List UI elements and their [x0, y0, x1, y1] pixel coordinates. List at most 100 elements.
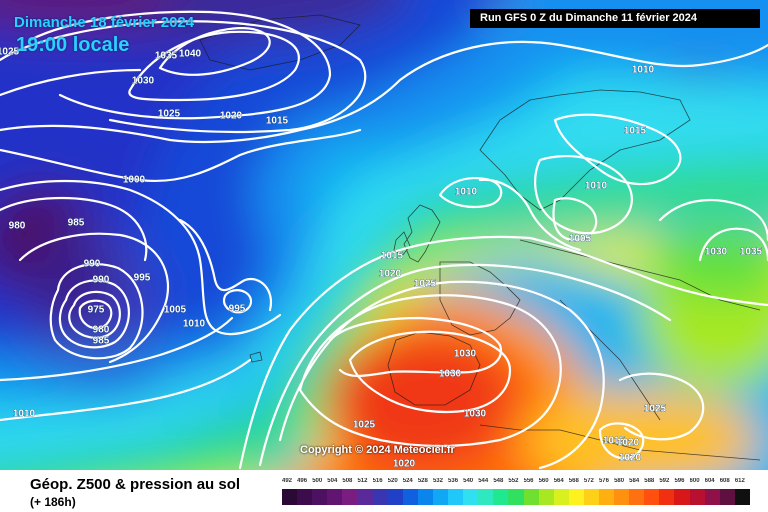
color-scale-swatch	[614, 489, 630, 505]
isobar-label: 1010	[455, 187, 478, 198]
color-scale-swatch	[448, 489, 464, 505]
color-scale-label: 544	[478, 478, 489, 484]
color-scale-label: 532	[432, 478, 443, 484]
forecast-map: 1025103510401030102510201015100098598099…	[0, 0, 768, 470]
color-scale-swatch	[734, 489, 750, 505]
isobar-label: 1040	[179, 49, 202, 60]
color-scale-label: 580	[614, 478, 625, 484]
color-scale-label: 600	[689, 478, 700, 484]
color-scale-label: 540	[463, 478, 474, 484]
isobar-label: 1015	[624, 126, 647, 137]
color-scale-label: 612	[734, 478, 745, 484]
isobar-label: 1005	[164, 305, 187, 316]
legend-footer: Géop. Z500 & pression au sol (+ 186h) 49…	[0, 470, 768, 512]
coastlines	[199, 14, 761, 461]
isobar-label: 1035	[155, 51, 178, 62]
color-scale-label: 552	[508, 478, 519, 484]
copyright-notice: Copyright © 2024 Meteociel.fr	[300, 444, 455, 456]
run-info-text: Run GFS 0 Z du Dimanche 11 février 2024	[480, 12, 698, 24]
isobar-label: 1015	[603, 436, 626, 447]
isobar-label: 1030	[439, 369, 462, 380]
isobar-label: 985	[93, 336, 110, 347]
isobar-label: 990	[84, 259, 101, 270]
color-scale-label: 516	[372, 478, 383, 484]
isobar-label: 1020	[617, 438, 640, 449]
isobar-labels: 1025103510401030102510201015100098598099…	[0, 46, 763, 470]
isobar-label: 1025	[353, 420, 376, 431]
color-scale-bar	[282, 489, 750, 505]
isobar-label: 1010	[183, 319, 206, 330]
color-scale-label: 548	[493, 478, 504, 484]
isobar-lines	[0, 10, 768, 470]
isobar-label: 1025	[158, 109, 181, 120]
forecast-time-title: 19:00 locale	[16, 34, 130, 56]
isobar-label: 1020	[220, 111, 243, 122]
color-scale-swatch	[523, 489, 539, 505]
geopotential-field	[0, 0, 768, 470]
color-scale-swatch	[644, 489, 660, 505]
isobar-label: 1015	[266, 116, 289, 127]
color-scale-label: 604	[704, 478, 715, 484]
isobar-label: 1025	[644, 404, 667, 415]
isobar-label: 980	[9, 221, 26, 232]
isobar-label: 990	[93, 275, 110, 286]
color-scale-labels: 492 496 500 504 508 512 516 520 524 528 532 536 540 5…	[282, 478, 750, 488]
isobar-label: 1020	[393, 459, 416, 470]
isobar-label: 1025	[0, 47, 20, 58]
isobar-label: 1030	[454, 349, 477, 360]
color-scale-swatch	[417, 489, 433, 505]
color-scale-label: 576	[598, 478, 609, 484]
color-scale-label: 500	[312, 478, 323, 484]
color-scale-swatch	[372, 489, 388, 505]
color-scale-swatch	[402, 489, 418, 505]
color-scale-label: 588	[644, 478, 655, 484]
color-scale-swatch	[387, 489, 403, 505]
color-scale-label: 560	[538, 478, 549, 484]
color-scale-swatch	[312, 489, 328, 505]
color-scale-label: 568	[568, 478, 579, 484]
isobar-label: 1035	[740, 247, 763, 258]
isobar-label: 985	[68, 218, 85, 229]
color-scale-swatch	[432, 489, 449, 505]
color-scale-swatch	[629, 489, 645, 505]
color-scale-swatch	[659, 489, 675, 505]
color-scale-label: 592	[659, 478, 670, 484]
isobar-label: 1030	[705, 247, 728, 258]
color-scale-swatch	[493, 489, 509, 505]
color-scale-label: 508	[342, 478, 353, 484]
color-scale-swatch	[553, 489, 569, 505]
color-scale-label: 556	[523, 478, 534, 484]
legend-subtitle: (+ 186h)	[30, 495, 76, 509]
color-scale-label: 504	[327, 478, 338, 484]
color-scale-label: 564	[553, 478, 564, 484]
isobar-label: 1030	[132, 76, 155, 87]
color-scale-label: 512	[357, 478, 368, 484]
legend-title: Géop. Z500 & pression au sol	[30, 476, 241, 493]
isobar-label: 1020	[619, 453, 642, 464]
isobar-label: 1025	[414, 279, 437, 290]
color-scale-label: 572	[583, 478, 594, 484]
color-scale-label: 584	[629, 478, 640, 484]
color-scale-swatch	[583, 489, 599, 505]
color-scale-swatch	[342, 489, 358, 505]
color-scale-label: 608	[719, 478, 730, 484]
isobar-label: 1015	[381, 251, 404, 262]
forecast-date-title: Dimanche 18 février 2024	[14, 14, 195, 31]
isobar-label: 1000	[123, 175, 146, 186]
color-scale-swatch	[282, 489, 298, 505]
color-scale-swatch	[538, 489, 554, 505]
color-scale-label: 596	[674, 478, 685, 484]
color-scale-label: 528	[417, 478, 428, 484]
color-scale-label: 524	[402, 478, 413, 484]
isobar-label: 980	[93, 325, 110, 336]
isobar-label: 995	[229, 304, 246, 315]
color-scale-swatch	[568, 489, 584, 505]
color-scale-swatch	[357, 489, 373, 505]
color-scale-swatch	[689, 489, 705, 505]
color-scale-swatch	[508, 489, 524, 505]
isobar-label: 1020	[379, 269, 402, 280]
isobar-label: 1010	[632, 65, 655, 76]
isobar-label: 1030	[464, 409, 487, 420]
color-scale-label: 492	[282, 478, 293, 484]
